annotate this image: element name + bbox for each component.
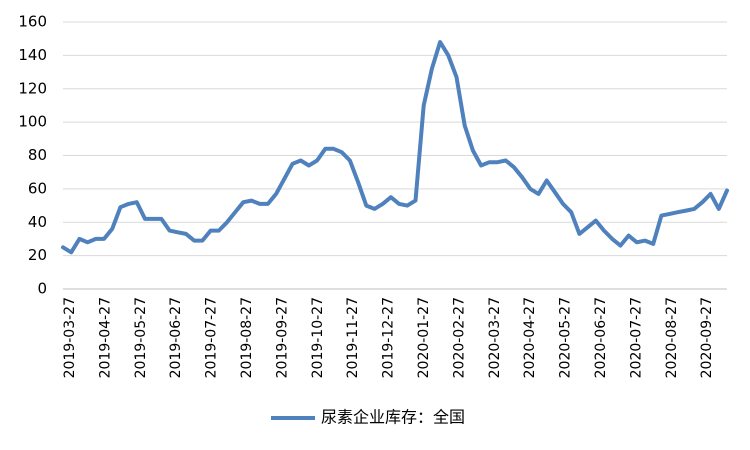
y-tick-label: 0 [37,280,47,298]
legend-label: 尿素企业库存：全国 [321,408,465,427]
y-axis-tick-labels: 0 20 40 60 80 100 120 140 160 [18,13,47,298]
x-tick-label: 2019-10-27 [310,297,326,378]
x-tick-label: 2020-08-27 [664,297,680,378]
y-tick-label: 100 [18,113,47,131]
x-tick-label: 2020-07-27 [628,297,644,378]
x-tick-label: 2020-09-27 [699,297,715,378]
gridlines [63,21,727,257]
y-tick-label: 160 [18,13,47,31]
x-tick-label: 2019-12-27 [381,297,397,378]
x-tick-label: 2019-05-27 [133,297,149,378]
x-tick-label: 2019-04-27 [97,297,113,378]
y-tick-label: 60 [28,179,47,197]
x-tick-label: 2019-09-27 [274,297,290,378]
x-tick-label: 2019-08-27 [239,297,255,378]
x-tick-label: 2019-06-27 [168,297,184,378]
x-tick-label: 2020-04-27 [522,297,538,378]
legend: 尿素企业库存：全国 [271,408,465,427]
y-tick-label: 40 [28,213,47,231]
x-tick-label: 2019-07-27 [204,297,220,378]
y-tick-label: 20 [28,246,47,264]
series-line [61,40,729,255]
x-tick-label: 2020-06-27 [593,297,609,378]
x-tick-label: 2019-03-27 [62,297,78,378]
x-tick-label: 2020-05-27 [558,297,574,378]
x-tick-label: 2020-02-27 [451,297,467,378]
y-tick-label: 120 [18,79,47,97]
y-tick-label: 140 [18,46,47,64]
x-axis-tick-labels: 2019-03-27 2019-04-27 2019-05-27 2019-06-27… [62,297,715,378]
x-tick-label: 2020-01-27 [416,297,432,378]
x-tick-label: 2019-11-27 [345,297,361,378]
y-tick-label: 80 [28,146,47,164]
x-tick-label: 2020-03-27 [487,297,503,378]
